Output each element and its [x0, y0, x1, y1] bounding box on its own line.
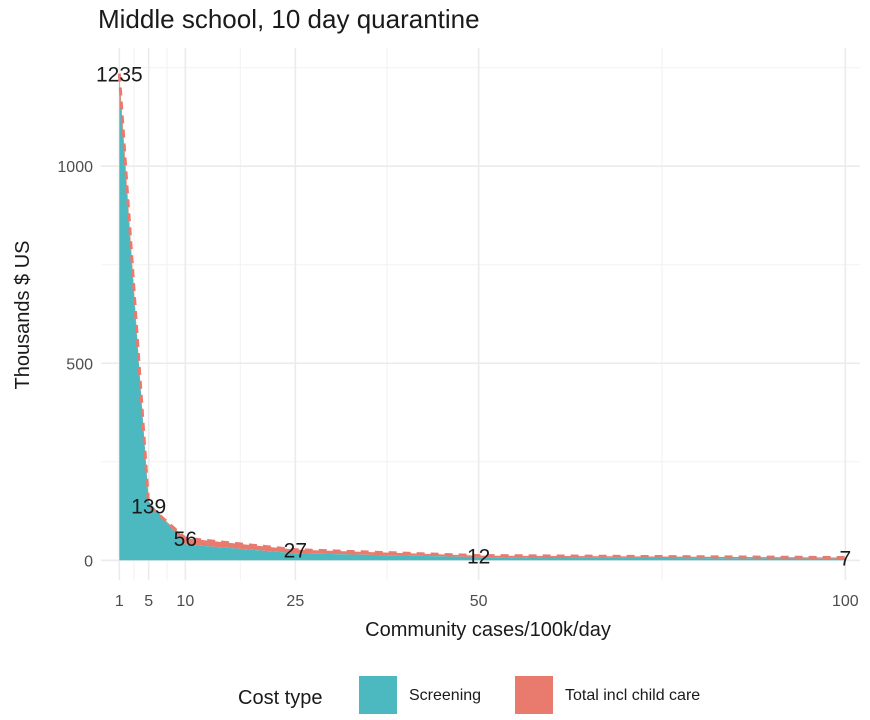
legend-label-screening: Screening [409, 687, 482, 704]
y-tick-label: 1000 [57, 159, 93, 176]
chart-title: Middle school, 10 day quarantine [98, 4, 480, 34]
legend: Cost type Screening Total incl child car… [0, 676, 870, 720]
data-label: 27 [284, 540, 307, 563]
data-labels: 1235 139 56 27 12 7 [96, 64, 851, 571]
data-label: 7 [839, 548, 851, 571]
x-tick-label: 100 [832, 593, 859, 610]
x-axis-ticks: 1 5 10 25 50 100 [115, 593, 859, 610]
x-tick-label: 25 [286, 593, 304, 610]
y-tick-label: 500 [66, 356, 93, 373]
area-screening [119, 87, 846, 561]
data-label: 1235 [96, 64, 143, 87]
legend-label-total: Total incl child care [565, 687, 701, 704]
x-axis-label: Community cases/100k/day [365, 619, 611, 641]
data-label: 12 [467, 546, 490, 569]
total-dashed-line [117, 73, 846, 560]
y-tick-label: 0 [84, 553, 93, 570]
data-label: 56 [174, 528, 197, 551]
series-lines [117, 73, 846, 560]
x-tick-label: 1 [115, 593, 124, 610]
area-series [119, 73, 846, 561]
y-axis-label: Thousands $ US [12, 241, 34, 390]
legend-key-total [515, 676, 553, 714]
x-tick-label: 10 [176, 593, 194, 610]
x-tick-label: 5 [144, 593, 153, 610]
data-label: 139 [131, 496, 166, 519]
legend-key-screening [359, 676, 397, 714]
x-tick-label: 50 [470, 593, 488, 610]
area-total-incl-child-care [119, 73, 846, 559]
grid-lines [101, 48, 860, 580]
y-axis-ticks: 0 500 1000 [57, 159, 93, 570]
legend-title: Cost type [238, 687, 323, 709]
